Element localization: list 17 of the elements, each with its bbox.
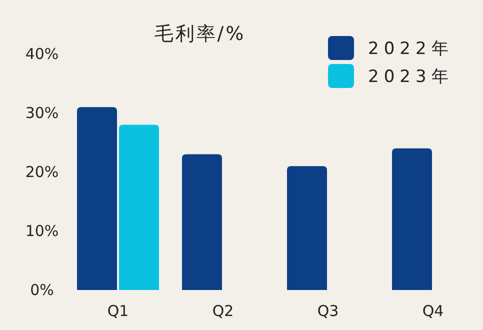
bar — [392, 148, 432, 290]
x-tick-label: Q4 — [422, 302, 444, 320]
y-tick-label: 20% — [25, 163, 59, 181]
x-tick-label: Q2 — [212, 302, 234, 320]
y-tick-label: 30% — [25, 104, 59, 122]
y-tick-label: 0% — [30, 281, 54, 299]
x-tick-label: Q1 — [107, 302, 129, 320]
bar — [287, 166, 327, 290]
x-tick-label: Q3 — [317, 302, 339, 320]
bar — [182, 154, 222, 290]
bar — [77, 107, 117, 290]
legend-label: 2022年 — [368, 39, 454, 59]
y-tick-label: 40% — [25, 45, 59, 63]
y-tick-label: 10% — [25, 222, 59, 240]
bar — [119, 124, 159, 290]
legend-label: 2023年 — [368, 67, 454, 87]
chart-title: 毛利率/% — [154, 23, 246, 45]
